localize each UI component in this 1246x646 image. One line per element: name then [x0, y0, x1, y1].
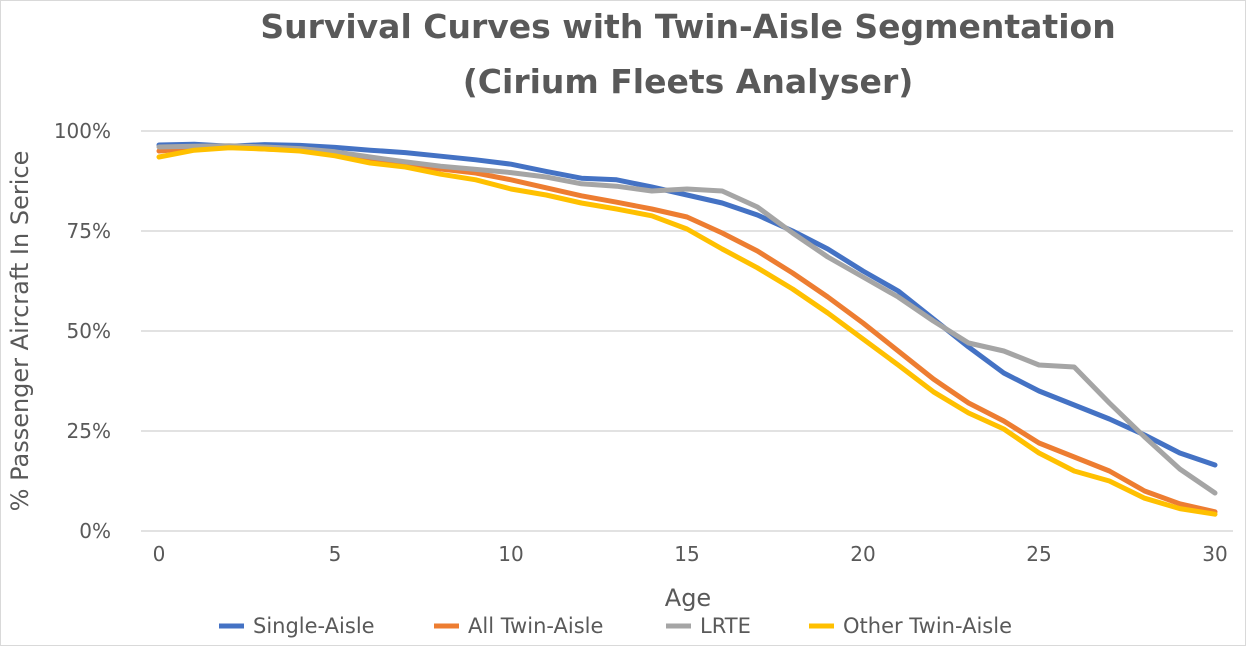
y-tick-label: 0% — [79, 519, 111, 543]
series-line-other-twin-aisle — [156, 145, 1218, 517]
chart-subtitle: (Cirium Fleets Analyser) — [463, 62, 914, 101]
y-tick-label: 50% — [67, 319, 111, 343]
y-tick-labels: 0% 25% 50% 75% 100% — [54, 119, 111, 543]
series-lines — [156, 141, 1218, 517]
y-tick-label: 75% — [67, 219, 111, 243]
x-tick-labels: 0 5 10 15 20 25 30 — [153, 542, 1228, 566]
x-axis-title: Age — [665, 584, 711, 612]
y-tick-label: 100% — [54, 119, 111, 143]
y-tick-label: 25% — [67, 419, 111, 443]
x-tick-label: 10 — [498, 542, 523, 566]
gridlines — [141, 130, 1233, 532]
series-line-all-twin-aisle — [156, 144, 1218, 515]
chart-title: Survival Curves with Twin-Aisle Segmenta… — [260, 7, 1115, 46]
x-tick-label: 15 — [674, 542, 699, 566]
x-tick-label: 20 — [850, 542, 875, 566]
x-tick-label: 25 — [1026, 542, 1051, 566]
legend: Single-Aisle All Twin-Aisle LRTE Other Twin… — [219, 614, 1012, 638]
legend-label-all-twin-aisle: All Twin-Aisle — [468, 614, 603, 638]
x-tick-label: 30 — [1202, 542, 1227, 566]
x-tick-label: 5 — [329, 542, 342, 566]
legend-label-lrte: LRTE — [700, 614, 751, 638]
legend-label-other-twin-aisle: Other Twin-Aisle — [843, 614, 1012, 638]
y-axis-title: % Passenger Aircraft In Serice — [6, 151, 34, 512]
series-line-lrte — [156, 143, 1218, 496]
series-line-single-aisle — [156, 141, 1218, 468]
legend-label-single-aisle: Single-Aisle — [253, 614, 375, 638]
x-tick-label: 0 — [153, 542, 166, 566]
